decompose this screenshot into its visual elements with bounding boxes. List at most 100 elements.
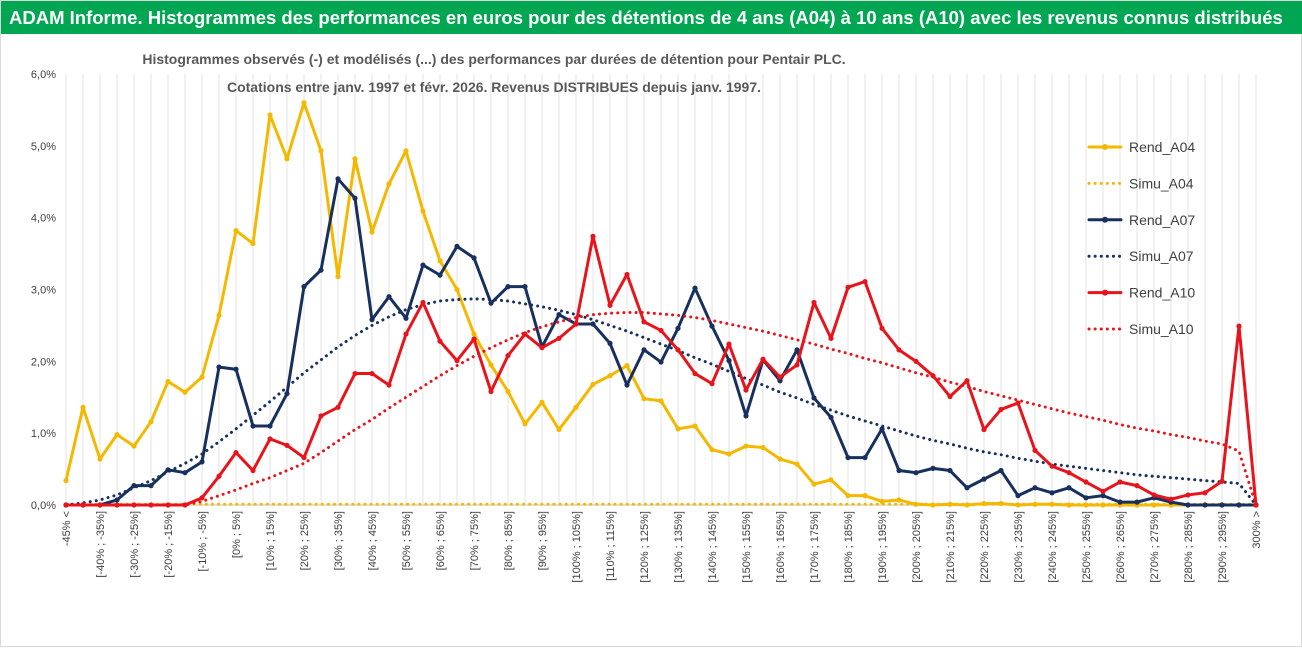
data-point-rend-a04 <box>539 399 545 405</box>
data-point-rend-a10 <box>947 393 953 400</box>
data-point-rend-a10 <box>709 381 715 387</box>
x-tick-label: [140% ; 145%] <box>707 511 719 583</box>
data-point-rend-a10 <box>896 347 902 353</box>
x-tick-label: [10% ; 15%] <box>265 511 277 570</box>
data-point-rend-a10 <box>913 358 919 364</box>
x-tick-label: [60% ; 65%] <box>435 511 447 570</box>
legend-item-simu-a04: Simu_A04 <box>1087 175 1194 191</box>
data-point-rend-a10 <box>216 473 222 479</box>
data-point-rend-a10 <box>1117 479 1123 485</box>
data-point-rend-a07 <box>624 382 630 388</box>
data-point-rend-a07 <box>318 267 324 273</box>
x-tick-label: -45% < <box>61 511 73 546</box>
data-point-rend-a04 <box>828 477 834 483</box>
x-tick-label: [210% ; 215%] <box>945 511 957 583</box>
legend-item-simu-a07: Simu_A07 <box>1087 248 1194 264</box>
chart-title-line-1: Histogrammes observés (-) et modélisés (… <box>142 51 845 67</box>
data-point-rend-a04 <box>522 421 528 427</box>
data-point-rend-a04 <box>505 388 511 395</box>
x-tick-label: [-20% ; -15%] <box>163 511 175 578</box>
data-point-rend-a07 <box>913 470 919 476</box>
series-line-simu-a07 <box>64 297 1258 507</box>
x-tick-label: [160% ; 165%] <box>775 511 787 583</box>
x-tick-label: [-40% ; -35%] <box>95 511 107 578</box>
data-point-rend-a04 <box>403 148 409 154</box>
data-point-rend-a07 <box>420 262 426 268</box>
data-point-rend-a10 <box>624 271 630 278</box>
legend-label: Rend_A07 <box>1129 212 1195 228</box>
data-point-rend-a07 <box>675 325 681 331</box>
banner-title: ADAM Informe. Histogrammes des performan… <box>9 7 1283 28</box>
x-tick-label: [100% ; 105%] <box>571 511 583 583</box>
legend-marker <box>1102 216 1108 223</box>
data-point-rend-a07 <box>284 391 290 397</box>
data-point-rend-a10 <box>879 325 885 331</box>
data-point-rend-a07 <box>862 454 868 461</box>
data-point-rend-a07 <box>896 467 902 474</box>
series-line-simu-a10 <box>64 310 1258 507</box>
x-tick-label: [270% ; 275%] <box>1149 511 1161 583</box>
data-point-rend-a10 <box>284 442 290 448</box>
data-point-rend-a04 <box>471 331 477 337</box>
x-tick-label: [20% ; 25%] <box>299 511 311 570</box>
data-point-rend-a10 <box>607 302 613 308</box>
y-tick-label: 4,0% <box>31 213 56 225</box>
data-point-rend-a10 <box>1168 496 1174 502</box>
data-point-rend-a04 <box>879 498 885 505</box>
data-point-rend-a04 <box>726 451 732 457</box>
data-point-rend-a10 <box>692 370 698 377</box>
data-point-rend-a07 <box>233 366 239 372</box>
data-point-rend-a04 <box>335 273 341 280</box>
data-point-rend-a04 <box>624 363 630 369</box>
data-point-rend-a07 <box>641 347 647 353</box>
data-point-rend-a10 <box>811 299 817 306</box>
x-tick-label: [170% ; 175%] <box>809 511 821 583</box>
data-point-rend-a07 <box>947 467 953 474</box>
x-tick-label: 300% > <box>1251 511 1263 549</box>
data-point-rend-a04 <box>1049 501 1055 507</box>
data-point-rend-a10 <box>250 467 256 474</box>
data-point-rend-a10 <box>590 233 596 239</box>
data-point-rend-a04 <box>794 461 800 467</box>
x-tick-label: [70% ; 75%] <box>469 511 481 570</box>
x-tick-label: [200% ; 205%] <box>911 511 923 583</box>
data-point-rend-a04 <box>488 362 494 368</box>
data-point-rend-a04 <box>675 426 681 432</box>
data-point-rend-a10 <box>1236 323 1242 329</box>
data-point-rend-a04 <box>896 497 902 503</box>
data-point-rend-a04 <box>386 181 392 187</box>
data-point-rend-a10 <box>233 449 239 456</box>
data-point-rend-a10 <box>828 335 834 341</box>
data-point-rend-a04 <box>437 258 443 264</box>
data-point-rend-a10 <box>352 370 358 377</box>
legend-item-rend-a07: Rend_A07 <box>1087 212 1195 228</box>
x-tick-label: [150% ; 155%] <box>741 511 753 583</box>
data-point-rend-a10 <box>539 345 545 351</box>
data-point-rend-a07 <box>352 195 358 201</box>
data-point-rend-a07 <box>1202 502 1208 508</box>
data-point-rend-a04 <box>573 404 579 410</box>
data-point-rend-a07 <box>454 243 460 249</box>
data-point-rend-a07 <box>1219 502 1225 508</box>
data-point-rend-a07 <box>1066 485 1072 491</box>
y-tick-label: 5,0% <box>31 141 56 153</box>
data-point-rend-a10 <box>369 370 375 377</box>
data-point-rend-a10 <box>777 374 783 380</box>
data-point-rend-a07 <box>301 284 307 290</box>
data-point-rend-a04 <box>369 229 375 235</box>
data-point-rend-a04 <box>131 443 137 449</box>
x-tick-label: [120% ; 125%] <box>639 511 651 583</box>
data-point-rend-a04 <box>658 398 664 404</box>
x-tick-label: [220% ; 225%] <box>979 511 991 583</box>
series-layer <box>63 100 1259 508</box>
data-point-rend-a04 <box>114 432 120 438</box>
data-point-rend-a10 <box>1049 463 1055 469</box>
data-point-rend-a07 <box>794 347 800 353</box>
data-point-rend-a04 <box>811 481 817 487</box>
data-point-rend-a10 <box>794 362 800 368</box>
data-point-rend-a07 <box>505 284 511 290</box>
data-point-rend-a10 <box>403 331 409 337</box>
data-point-rend-a07 <box>981 476 987 482</box>
data-point-rend-a04 <box>63 477 69 484</box>
